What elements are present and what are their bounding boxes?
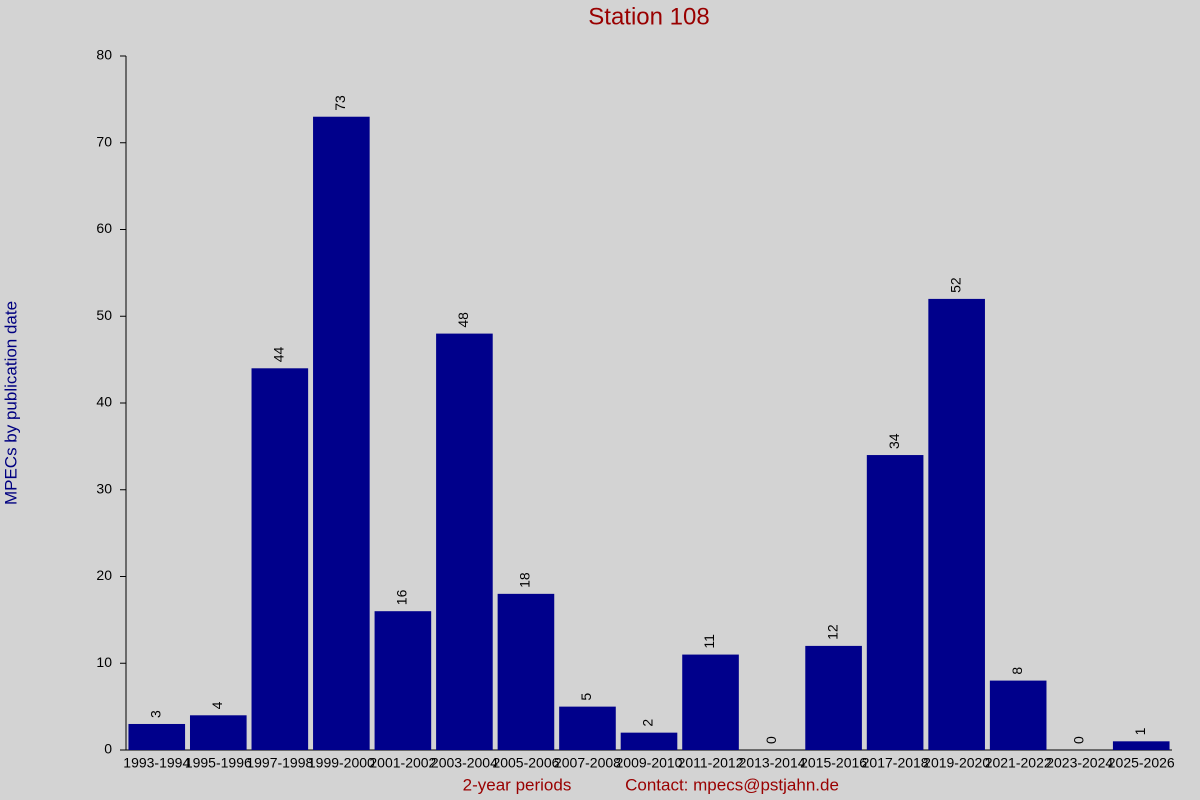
x-tick-label: 2017-2018 (862, 755, 929, 771)
x-tick-label: 2005-2006 (492, 755, 559, 771)
data-label: 11 (701, 634, 717, 649)
data-label: 16 (394, 589, 410, 605)
data-label: 73 (332, 95, 348, 111)
data-label: 8 (1009, 667, 1025, 675)
bar (620, 732, 678, 750)
x-tick-label: 1997-1998 (246, 755, 313, 771)
data-label: 34 (886, 433, 902, 449)
bar (313, 116, 370, 751)
x-tick-label: 1995-1996 (185, 755, 252, 771)
bar (128, 723, 186, 750)
chart-title: Station 108 (588, 3, 709, 30)
bar (989, 680, 1047, 750)
data-label: 18 (517, 572, 533, 588)
y-tick-label: 40 (96, 394, 112, 410)
y-tick-label: 80 (96, 47, 112, 63)
x-tick-label: 2007-2008 (554, 755, 621, 771)
x-tick-label: 2025-2026 (1108, 755, 1175, 771)
x-tick-label: 2009-2010 (616, 755, 683, 771)
bar (436, 333, 493, 750)
x-tick-label: 2001-2002 (369, 755, 436, 771)
data-label: 3 (147, 710, 163, 718)
x-tick-label: 1993-1994 (123, 755, 190, 771)
data-label: 0 (763, 736, 779, 744)
data-label: 2 (640, 719, 656, 727)
bar (682, 654, 739, 750)
y-tick-label: 70 (96, 133, 112, 149)
data-label: 0 (1070, 736, 1086, 744)
x-tick-label: 2021-2022 (985, 755, 1052, 771)
x-tick-label: 1999-2000 (308, 755, 375, 771)
data-label: 48 (455, 312, 471, 328)
x-tick-label: 2003-2004 (431, 755, 498, 771)
data-label: 12 (824, 624, 840, 640)
y-tick-label: 50 (96, 307, 112, 323)
bar (928, 298, 985, 750)
x-tick-label: 2011-2012 (678, 755, 744, 771)
bar (189, 715, 247, 750)
bar (251, 368, 309, 750)
y-tick-label: 0 (104, 741, 112, 757)
x-tick-label: 2019-2020 (923, 755, 990, 771)
y-tick-label: 10 (96, 654, 112, 670)
contact: Contact: mpecs@pstjahn.de (625, 775, 839, 794)
y-tick-label: 30 (96, 480, 112, 496)
x-tick-label: 2023-2024 (1046, 755, 1113, 771)
data-label: 5 (578, 693, 594, 701)
data-label: 1 (1132, 727, 1148, 735)
bar (374, 611, 432, 750)
bar (497, 593, 555, 750)
bar (1112, 741, 1170, 750)
x-tick-label: 2015-2016 (800, 755, 867, 771)
data-label: 52 (947, 277, 963, 293)
data-label: 44 (271, 347, 287, 363)
y-tick-label: 60 (96, 220, 112, 236)
data-label: 4 (209, 701, 225, 709)
bar (866, 455, 924, 750)
bar (559, 706, 616, 750)
bar (805, 645, 862, 750)
x-tick-label: 2013-2014 (739, 755, 806, 771)
x-axis-label: 2-year periods (463, 775, 572, 794)
y-tick-label: 20 (96, 567, 112, 583)
y-axis-label: MPECs by publication date (1, 301, 20, 505)
